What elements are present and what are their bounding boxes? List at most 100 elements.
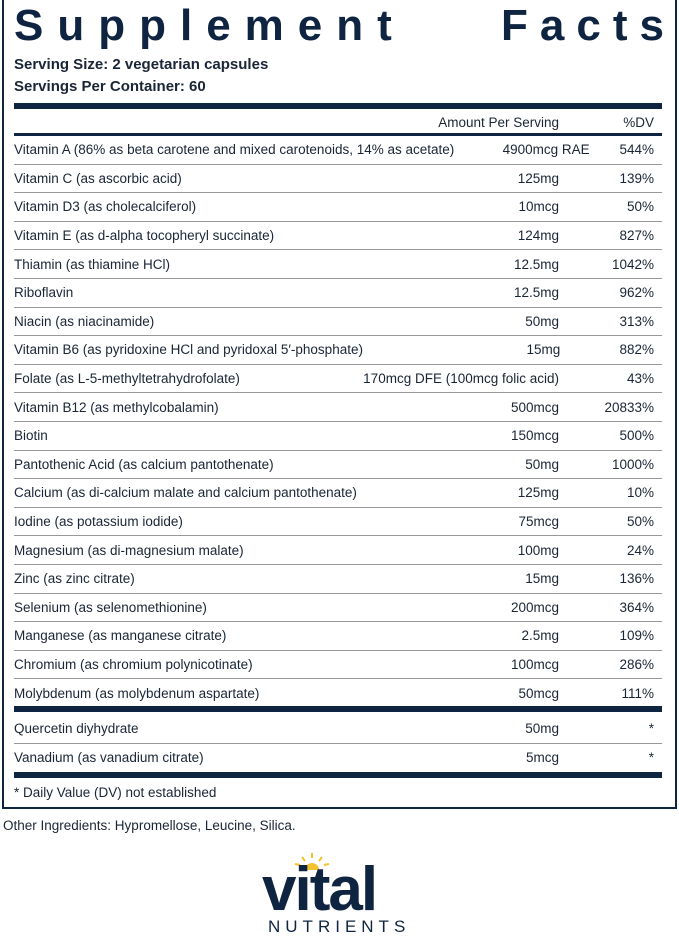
nutrient-name: Selenium (as selenomethionine) xyxy=(14,599,207,615)
nutrient-dv: * xyxy=(648,750,654,766)
nutrient-amount: 50mcg xyxy=(518,686,559,702)
nutrient-dv: 286% xyxy=(619,656,654,672)
nutrient-name: Niacin (as niacinamide) xyxy=(14,313,155,329)
other-ingredients: Other Ingredients: Hypromellose, Leucine… xyxy=(3,818,296,833)
nutrient-name: Vitamin E (as d-alpha tocopheryl succina… xyxy=(14,228,275,244)
nutrient-name: Calcium (as di-calcium malate and calciu… xyxy=(14,485,357,501)
table-row: Chromium (as chromium polynicotinate) 100… xyxy=(14,651,662,680)
table-row: Manganese (as manganese citrate) 2.5mg 109… xyxy=(14,622,662,651)
table-row: Vitamin D3 (as cholecalciferol) 10mcg 50% xyxy=(14,193,662,222)
nutrient-dv: 111% xyxy=(621,686,654,702)
header-dv: %DV xyxy=(623,115,654,130)
supplement-facts-panel xyxy=(2,0,677,809)
nutrient-dv: 882% xyxy=(619,342,654,358)
nutrient-amount: 2.5mg xyxy=(521,628,559,644)
divider-thick xyxy=(14,706,662,712)
nutrient-dv: 109% xyxy=(619,628,654,644)
header-amount: Amount Per Serving xyxy=(438,115,559,130)
nutrient-dv: 24% xyxy=(626,542,654,558)
nutrient-dv: 43% xyxy=(626,371,654,387)
nutrient-amount: 100mg xyxy=(517,542,559,558)
nutrient-amount: 12.5mg xyxy=(513,256,559,272)
nutrient-dv: 313% xyxy=(619,313,654,329)
table-row: Niacin (as niacinamide) 50mg 313% xyxy=(14,308,662,337)
nutrient-amount: 12.5mg xyxy=(513,285,559,301)
nutrient-amount: 4900mcg RAE xyxy=(502,142,590,158)
nutrient-dv: 136% xyxy=(619,571,654,587)
nutrient-dv: 139% xyxy=(619,170,654,186)
nutrient-amount: 15mg xyxy=(525,571,559,587)
nutrient-name: Vanadium (as vanadium citrate) xyxy=(14,750,204,766)
nutrient-dv: 544% xyxy=(619,142,654,158)
nutrient-name: Vitamin B12 (as methylcobalamin) xyxy=(14,399,219,415)
serving-size: Serving Size: 2 vegetarian capsules xyxy=(14,56,269,73)
nutrient-name: Thiamin (as thiamine HCl) xyxy=(14,256,171,272)
table-row: Vitamin A (86% as beta carotene and mixe… xyxy=(14,136,662,165)
nutrient-dv: 364% xyxy=(619,599,654,615)
table-row: Vanadium (as vanadium citrate) 5mcg * xyxy=(14,744,662,773)
servings-per-container: Servings Per Container: 60 xyxy=(14,78,206,95)
table-header: Amount Per Serving %DV xyxy=(14,112,662,136)
nutrient-name: Molybdenum (as molybdenum aspartate) xyxy=(14,686,260,702)
nutrient-amount: 10mcg xyxy=(518,199,559,215)
nutrient-amount: 5mcg xyxy=(525,750,559,766)
table-row: Vitamin B6 (as pyridoxine HCl and pyrido… xyxy=(14,336,662,365)
vital-nutrients-logo: vital NUTRIENTS xyxy=(262,853,412,937)
table-row: Folate (as L-5-methyltetrahydrofolate) 17… xyxy=(14,365,662,394)
table-row: Quercetin diyhydrate 50mg * xyxy=(14,715,662,744)
table-row: Calcium (as di-calcium malate and calciu… xyxy=(14,479,662,508)
logo-word: vital xyxy=(262,855,378,924)
nutrient-name: Vitamin C (as ascorbic acid) xyxy=(14,170,182,186)
table-row: Selenium (as selenomethionine) 200mcg 364% xyxy=(14,594,662,623)
nutrient-dv: 10% xyxy=(626,485,654,501)
table-row: Zinc (as zinc citrate) 15mg 136% xyxy=(14,565,662,594)
nutrient-name: Iodine (as potassium iodide) xyxy=(14,514,183,530)
table-row: Vitamin C (as ascorbic acid) 125mg 139% xyxy=(14,165,662,194)
nutrient-name: Pantothenic Acid (as calcium pantothenat… xyxy=(14,456,274,472)
nutrient-dv: * xyxy=(648,721,654,737)
table-row: Vitamin E (as d-alpha tocopheryl succina… xyxy=(14,222,662,251)
title-word-supplement: Supplement xyxy=(14,1,406,50)
nutrient-name: Magnesium (as di-magnesium malate) xyxy=(14,542,244,558)
nutrient-name: Vitamin D3 (as cholecalciferol) xyxy=(14,199,197,215)
nutrient-dv: 827% xyxy=(619,228,654,244)
panel-title: Supplement Facts xyxy=(14,2,664,50)
nutrient-amount: 50mg xyxy=(525,456,559,472)
nutrient-amount: 125mg xyxy=(517,170,559,186)
table-row: Thiamin (as thiamine HCl) 12.5mg 1042% xyxy=(14,250,662,279)
nutrient-name: Vitamin A (86% as beta carotene and mixe… xyxy=(14,142,455,158)
nutrient-name: Zinc (as zinc citrate) xyxy=(14,571,135,587)
nutrient-dv: 50% xyxy=(626,199,654,215)
nutrient-amount: 100mcg xyxy=(510,656,559,672)
nutrient-name: Biotin xyxy=(14,428,48,444)
nutrient-amount: 125mg xyxy=(517,485,559,501)
nutrient-name: Folate (as L-5-methyltetrahydrofolate) xyxy=(14,371,240,387)
nutrient-table: Amount Per Serving %DV Vitamin A (86% as… xyxy=(14,112,662,708)
nutrient-name: Manganese (as manganese citrate) xyxy=(14,628,227,644)
nutrient-dv: 1042% xyxy=(611,256,654,272)
divider-thick xyxy=(14,103,662,109)
table-row: Pantothenic Acid (as calcium pantothenat… xyxy=(14,451,662,480)
nutrient-dv: 962% xyxy=(619,285,654,301)
nutrient-name: Vitamin B6 (as pyridoxine HCl and pyrido… xyxy=(14,342,363,358)
table-row: Vitamin B12 (as methylcobalamin) 500mcg 20… xyxy=(14,393,662,422)
table-row: Iodine (as potassium iodide) 75mcg 50% xyxy=(14,508,662,537)
divider-thick xyxy=(14,772,662,778)
sun-icon xyxy=(294,853,330,870)
nutrient-amount: 200mcg xyxy=(510,599,559,615)
nutrient-amount: 500mcg xyxy=(510,399,559,415)
nutrient-name: Quercetin diyhydrate xyxy=(14,721,139,737)
other-table: Quercetin diyhydrate 50mg * Vanadium (as va… xyxy=(14,715,662,772)
nutrient-amount: 170mcg DFE (100mcg folic acid) xyxy=(363,371,559,387)
table-row: Molybdenum (as molybdenum aspartate) 50mc… xyxy=(14,679,662,708)
footnote: * Daily Value (DV) not established xyxy=(14,785,217,800)
nutrient-amount: 124mg xyxy=(517,228,559,244)
nutrient-dv: 1000% xyxy=(611,456,654,472)
nutrient-amount: 50mg xyxy=(525,313,559,329)
nutrient-dv: 20833% xyxy=(604,399,654,415)
title-word-facts: Facts xyxy=(501,1,676,50)
nutrient-amount: 15mg xyxy=(526,342,561,358)
table-row: Riboflavin 12.5mg 962% xyxy=(14,279,662,308)
nutrient-name: Riboflavin xyxy=(14,285,74,301)
logo-sub: NUTRIENTS xyxy=(268,917,411,936)
